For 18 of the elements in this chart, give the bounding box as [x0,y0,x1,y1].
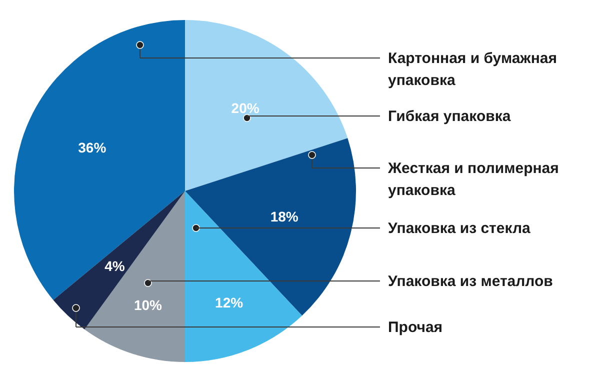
pie-slice [185,191,302,362]
pie-slice [84,191,185,362]
slice-label: Гибкая упаковка [388,107,512,127]
data-label: 10% [134,296,163,313]
slice-label: Упаковка из металлов [388,272,554,292]
slice-label: Упаковка из стекла [388,219,532,239]
pie-slice [185,138,356,316]
pie-slice [14,20,185,300]
pie-slice [53,191,185,330]
slice-label: Картонная и бумажная упаковка [388,49,558,91]
data-label: 4% [104,258,126,274]
data-label: 20% [231,100,260,116]
pie-slice [185,20,348,191]
data-label: 36% [78,139,107,156]
data-label: 18% [270,208,299,225]
slice-label: Прочая [388,318,444,338]
data-label: 12% [215,294,244,310]
slice-label: Жесткая и полимерная упаковка [388,159,560,201]
